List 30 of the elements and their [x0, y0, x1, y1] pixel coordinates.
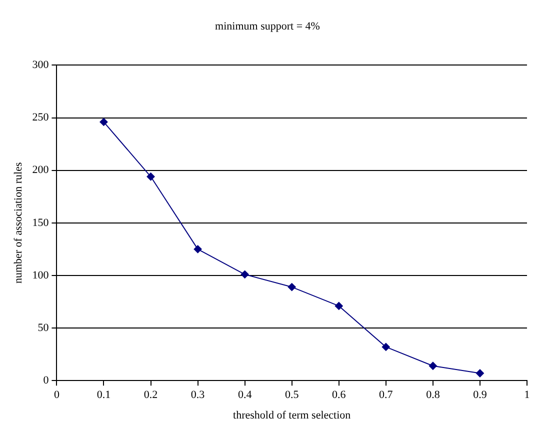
x-tick-label: 0.9 — [473, 389, 488, 402]
x-tick-label: 0.6 — [332, 389, 346, 402]
point — [146, 172, 155, 181]
chart-title: minimum support = 4% — [215, 20, 320, 32]
y-tick-label: 150 — [32, 216, 50, 229]
y-tick-label: 200 — [32, 164, 50, 176]
point — [194, 245, 202, 254]
x-axis-title: threshold of term selection — [233, 409, 352, 422]
point — [382, 342, 390, 351]
x-tick-label: 1 — [524, 389, 530, 402]
x-tick-label: 0.2 — [144, 389, 158, 402]
x-tick-label: 0.8 — [426, 389, 440, 402]
point — [240, 270, 249, 278]
point — [428, 362, 437, 370]
point — [334, 302, 343, 310]
x-tick-label: 0.3 — [190, 389, 206, 402]
y-axis-title: number of association rules — [12, 162, 24, 284]
x-tick-label: 0.4 — [238, 389, 252, 402]
y-tick-label: 250 — [32, 112, 50, 124]
x-tick-label: 0.7 — [379, 389, 394, 402]
y-tick-label: 100 — [32, 269, 50, 282]
point — [288, 283, 296, 292]
x-tick-label: 0.5 — [284, 389, 300, 402]
point — [476, 369, 484, 378]
y-tick-label: 300 — [32, 59, 50, 72]
y-tick-label: 50 — [38, 322, 50, 334]
x-tick-label: 0.1 — [96, 389, 111, 402]
point — [100, 118, 108, 126]
y-tick-label: 0 — [43, 374, 50, 386]
x-tick-label: 0 — [54, 389, 60, 402]
